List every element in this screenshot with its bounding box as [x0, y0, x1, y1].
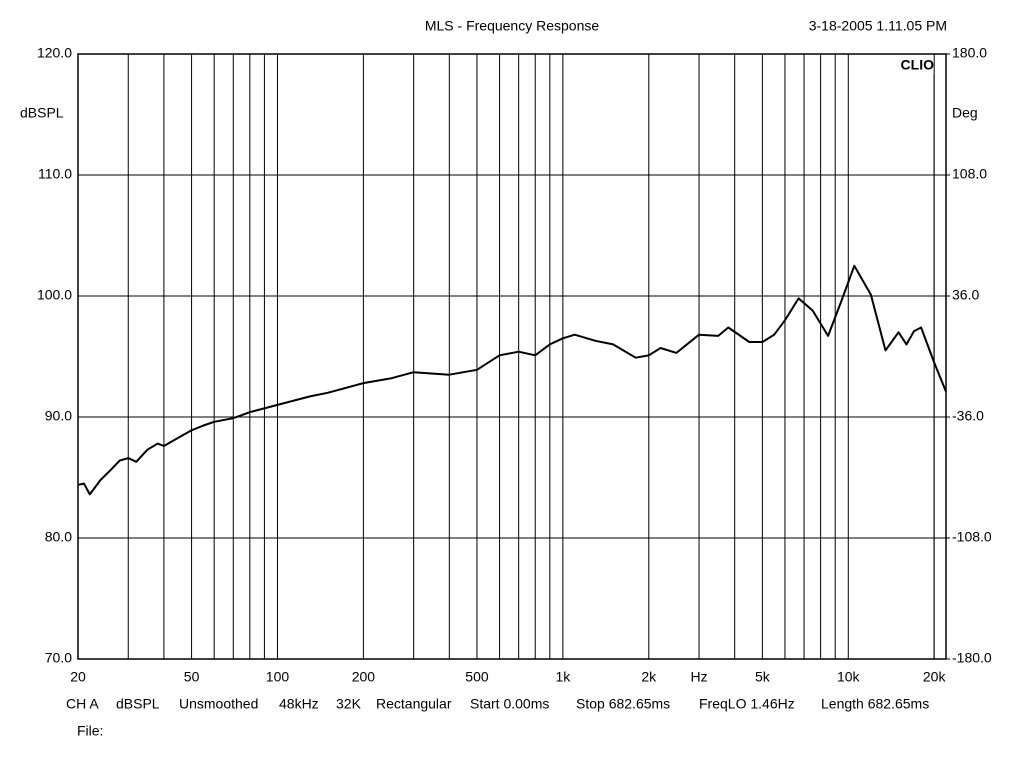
y2-tick-label: 36.0 [952, 287, 979, 303]
x-tick-label: 2k [641, 669, 657, 685]
info-field: dBSPL [116, 696, 160, 712]
y-tick-label: 110.0 [38, 166, 72, 182]
y2-tick-label: 180.0 [952, 45, 987, 61]
x-tick-label: 10k [837, 669, 861, 685]
x-tick-label: 20 [70, 669, 86, 685]
info-field: Length 682.65ms [821, 696, 929, 712]
info-field: Unsmoothed [179, 696, 258, 712]
timestamp: 3-18-2005 1.11.05 PM [809, 18, 947, 34]
y2-tick-label: -108.0 [952, 529, 992, 545]
x-tick-label: 20k [923, 669, 947, 685]
y2-tick-label: 108.0 [952, 166, 987, 182]
response-line [77, 264, 947, 496]
x-tick-label: 50 [184, 669, 200, 685]
x-tick-label: 500 [465, 669, 489, 685]
y2-axis-label: Deg [952, 105, 978, 121]
file-label: File: [77, 723, 103, 739]
y2-tick-label: -180.0 [952, 650, 992, 666]
info-field: Stop 682.65ms [576, 696, 670, 712]
info-field: FreqLO 1.46Hz [699, 696, 795, 712]
y-tick-label: 90.0 [45, 408, 72, 424]
brand: CLIO [901, 57, 935, 73]
y-axis-label: dBSPL [20, 105, 64, 121]
info-field: 32K [336, 696, 362, 712]
x-tick-label: 100 [266, 669, 290, 685]
info-field: Rectangular [376, 696, 452, 712]
info-field: Start 0.00ms [470, 696, 549, 712]
y-tick-label: 120.0 [37, 45, 72, 61]
y-tick-label: 70.0 [45, 650, 72, 666]
chart-title: MLS - Frequency Response [425, 18, 600, 34]
plot-frame [77, 53, 947, 660]
x-tick-label: 5k [755, 669, 771, 685]
y2-tick-label: -36.0 [952, 408, 984, 424]
x-tick-label: 200 [352, 669, 376, 685]
info-field: CH A [66, 696, 99, 712]
y-tick-label: 80.0 [45, 529, 72, 545]
y-tick-label: 100.0 [37, 287, 72, 303]
x-tick-label: Hz [690, 669, 707, 685]
info-field: 48kHz [279, 696, 319, 712]
x-tick-label: 1k [555, 669, 571, 685]
